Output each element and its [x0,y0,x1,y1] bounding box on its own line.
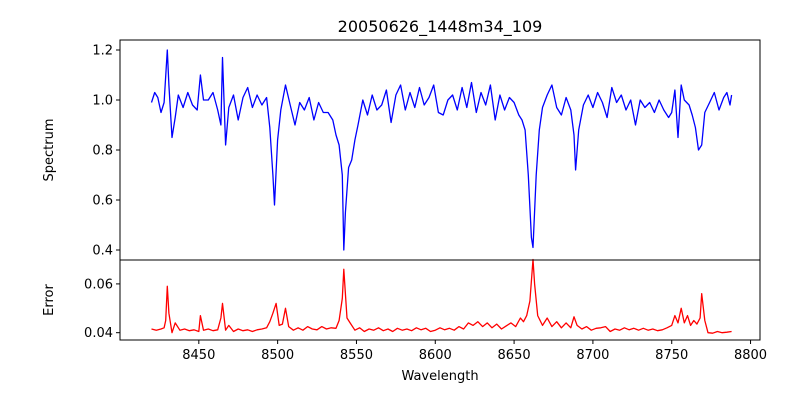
x-tick-label: 8450 [182,348,215,363]
x-tick-label: 8650 [498,348,531,363]
x-tick-label: 8550 [340,348,373,363]
error-panel: 0.04 0.06 [84,258,761,341]
x-tick-label: 8750 [655,348,688,363]
spectrum-y-tick-label: 0.4 [92,244,113,259]
x-tick-label: 8700 [576,348,609,363]
x-tick-label: 8500 [261,348,294,363]
error-y-tick-label: 0.04 [84,326,113,341]
x-tick-label: 8600 [419,348,452,363]
spectrum-y-tick-label: 0.8 [92,144,113,159]
spectrum-y-tick-label: 0.6 [92,194,113,209]
x-axis: 8450 8500 8550 8600 8650 8700 8750 8800 [182,340,767,363]
error-line [151,258,732,334]
spectrum-y-tick-label: 1.0 [92,94,113,109]
error-axes-frame [119,259,761,341]
spectrum-line [150,49,733,251]
error-y-tick-label: 0.06 [84,277,113,292]
x-axis-label: Wavelength [401,369,478,384]
spectrum-y-tick-label: 1.2 [92,44,113,59]
error-y-label: Error [42,284,57,316]
spectrum-y-label: Spectrum [42,119,57,182]
chart-title: 20050626_1448m34_109 [338,17,543,37]
x-tick-label: 8800 [734,348,767,363]
